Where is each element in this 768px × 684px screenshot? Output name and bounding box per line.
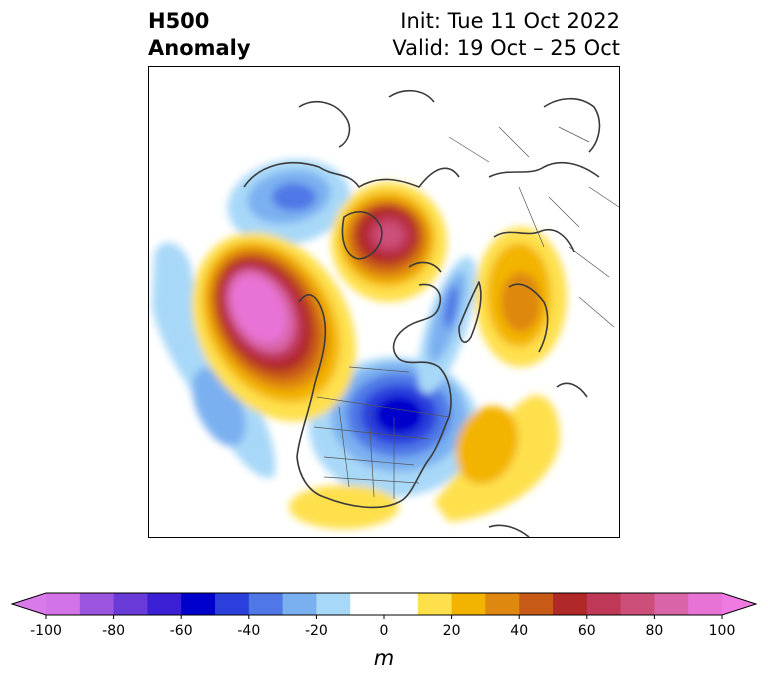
map-canvas bbox=[152, 89, 619, 537]
colorbar-extend-max bbox=[722, 593, 756, 615]
colorbar-segment bbox=[519, 593, 554, 615]
colorbar-tick-label: -60 bbox=[170, 623, 193, 639]
colorbar-tick-label: 60 bbox=[578, 623, 596, 639]
title-field: Anomaly bbox=[148, 36, 251, 60]
colorbar-units: m bbox=[373, 646, 395, 670]
plot-title: H500 Anomaly bbox=[148, 8, 251, 62]
colorbar-segment bbox=[654, 593, 689, 615]
colorbar-segment bbox=[586, 593, 622, 615]
colorbar-extend-min bbox=[12, 593, 46, 615]
colorbar-segment bbox=[113, 593, 148, 615]
colorbar-segment bbox=[485, 593, 520, 615]
colorbar-segment bbox=[181, 593, 216, 615]
init-date: Init: Tue 11 Oct 2022 bbox=[400, 9, 620, 33]
colorbar-segment bbox=[350, 593, 385, 615]
colorbar: -100 -80 -60 -40 -20 0 20 40 60 80 100 bbox=[10, 592, 758, 639]
coastlines bbox=[243, 89, 601, 537]
colorbar-segment bbox=[384, 593, 419, 615]
valid-range: Valid: 19 Oct – 25 Oct bbox=[392, 36, 620, 60]
colorbar-tick-label: 0 bbox=[380, 623, 389, 639]
colorbar-segment bbox=[688, 593, 723, 615]
anomaly-map bbox=[148, 66, 620, 538]
colorbar-segment bbox=[147, 593, 182, 615]
colorbar-segment bbox=[215, 593, 250, 615]
colorbar-segment bbox=[316, 593, 351, 615]
colorbar-segment bbox=[451, 593, 486, 615]
colorbar-segment bbox=[553, 593, 588, 615]
colorbar-segment bbox=[46, 593, 81, 615]
plot-dates: Init: Tue 11 Oct 2022 Valid: 19 Oct – 25… bbox=[392, 8, 620, 62]
colorbar-tick-label: 20 bbox=[443, 623, 461, 639]
colorbar-ticks: -100 -80 -60 -40 -20 0 20 40 60 80 100 bbox=[30, 615, 735, 639]
colorbar-segments bbox=[10, 592, 758, 616]
colorbar-tick-label: 40 bbox=[510, 623, 528, 639]
colorbar-tick-label: 80 bbox=[645, 623, 663, 639]
colorbar-segment bbox=[417, 593, 453, 615]
colorbar-segment bbox=[79, 593, 115, 615]
colorbar-segment bbox=[248, 593, 284, 615]
colorbar-tick-label: 100 bbox=[709, 623, 736, 639]
colorbar-tick-label: -20 bbox=[305, 623, 328, 639]
political-borders bbox=[313, 126, 619, 499]
colorbar-segment bbox=[620, 593, 655, 615]
colorbar-tick-label: -40 bbox=[237, 623, 260, 639]
colorbar-tick-label: -80 bbox=[102, 623, 125, 639]
anomaly-shading bbox=[152, 159, 567, 529]
colorbar-tick-label: -100 bbox=[30, 623, 62, 639]
colorbar-segment bbox=[282, 593, 317, 615]
title-variable: H500 bbox=[148, 9, 210, 33]
